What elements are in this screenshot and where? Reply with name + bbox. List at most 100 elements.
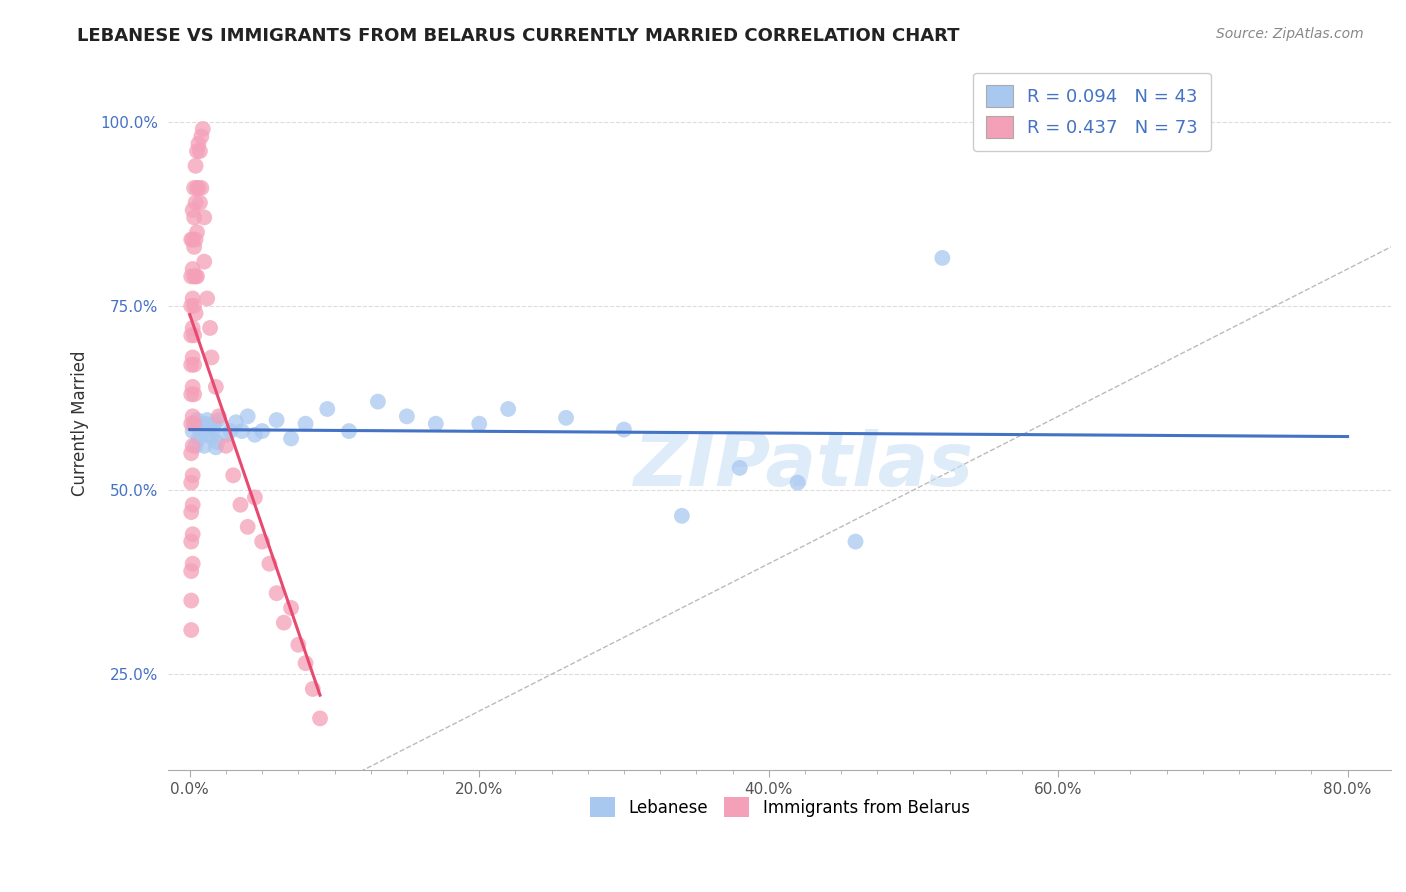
Point [184,439,207,453]
Text: ZIPatlas: ZIPatlas [634,429,974,502]
Point [200,430,222,444]
Point [181,380,204,394]
Point [183,387,205,401]
Point [184,269,207,284]
Point [180,534,202,549]
Point [180,233,202,247]
Text: Source: ZipAtlas.com: Source: ZipAtlas.com [1216,27,1364,41]
Point [183,417,205,431]
Point [294,656,316,670]
Point [931,251,953,265]
Point [231,424,253,438]
Point [555,410,578,425]
Point [728,461,751,475]
Point [188,195,211,210]
Point [195,413,218,427]
Point [181,351,204,365]
Point [280,601,302,615]
Point [198,321,221,335]
Point [186,144,208,158]
Legend: Lebanese, Immigrants from Belarus: Lebanese, Immigrants from Belarus [583,790,976,824]
Point [181,409,204,424]
Point [215,427,238,442]
Point [190,181,212,195]
Point [266,413,288,427]
Point [180,269,202,284]
Point [184,195,207,210]
Point [225,415,247,429]
Point [183,417,205,431]
Point [180,387,202,401]
Point [786,475,808,490]
Point [186,269,208,284]
Point [190,129,212,144]
Point [309,711,332,725]
Point [208,413,231,427]
Point [188,423,211,437]
Point [181,439,204,453]
Point [219,424,242,438]
Point [207,435,229,450]
Point [201,423,224,437]
Point [613,423,636,437]
Point [250,424,273,438]
Point [181,262,204,277]
Point [316,402,339,417]
Point [200,351,222,365]
Point [273,615,295,630]
Point [181,424,204,438]
Point [181,202,204,217]
Point [187,181,209,195]
Point [193,439,215,453]
Point [180,446,202,460]
Point [236,520,259,534]
Point [180,593,202,607]
Point [180,299,202,313]
Point [181,292,204,306]
Point [250,534,273,549]
Point [186,413,208,427]
Point [183,299,205,313]
Text: LEBANESE VS IMMIGRANTS FROM BELARUS CURRENTLY MARRIED CORRELATION CHART: LEBANESE VS IMMIGRANTS FROM BELARUS CURR… [77,27,960,45]
Point [468,417,491,431]
Point [195,292,218,306]
Point [180,564,202,578]
Point [671,508,693,523]
Point [287,638,309,652]
Point [188,144,211,158]
Point [198,418,221,433]
Point [186,225,208,239]
Point [222,468,245,483]
Point [425,417,447,431]
Point [236,409,259,424]
Point [187,136,209,151]
Point [229,498,252,512]
Y-axis label: Currently Married: Currently Married [72,351,89,497]
Point [184,159,207,173]
Point [181,468,204,483]
Point [183,211,205,225]
Point [844,534,866,549]
Point [180,623,202,637]
Point [181,498,204,512]
Point [395,409,418,424]
Point [215,439,238,453]
Point [202,417,225,431]
Point [337,424,360,438]
Point [187,432,209,446]
Point [183,181,205,195]
Point [294,417,316,431]
Point [193,211,215,225]
Point [186,181,208,195]
Point [205,380,228,394]
Point [496,402,519,417]
Point [191,420,214,434]
Point [191,122,214,136]
Point [180,328,202,343]
Point [183,358,205,372]
Point [205,440,228,454]
Point [243,491,266,505]
Point [181,233,204,247]
Point [180,475,202,490]
Point [190,425,212,440]
